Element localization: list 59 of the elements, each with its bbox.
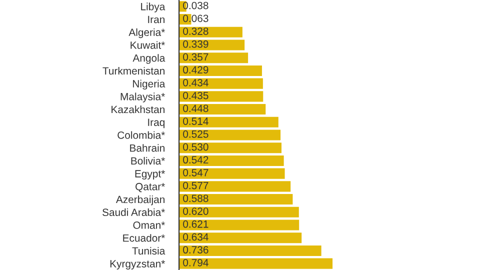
bar bbox=[179, 40, 245, 50]
y-tick-label: Algeria* bbox=[128, 28, 165, 38]
data-label: 0.339 bbox=[183, 40, 208, 48]
data-label: 0.357 bbox=[183, 53, 208, 61]
y-tick-label: Azerbaijan bbox=[116, 196, 164, 206]
y-tick-label: Ecuador* bbox=[123, 234, 165, 242]
bar bbox=[179, 130, 281, 140]
data-label: 0.435 bbox=[183, 92, 208, 100]
data-label: 0.434 bbox=[183, 78, 208, 86]
bar bbox=[179, 142, 282, 154]
y-tick-label: Tunisia bbox=[132, 246, 166, 255]
bar bbox=[179, 181, 291, 192]
y-tick-label: Bahrain bbox=[130, 144, 164, 152]
bar bbox=[179, 258, 333, 269]
y-tick-label: Angola bbox=[132, 54, 166, 64]
data-label: 0.328 bbox=[183, 28, 208, 35]
bar bbox=[179, 78, 263, 89]
data-label: 0.577 bbox=[183, 182, 208, 190]
bar bbox=[179, 65, 262, 76]
y-tick-label: Kyrgyzstan* bbox=[110, 260, 165, 270]
bar bbox=[179, 52, 248, 64]
data-label: 0.542 bbox=[183, 156, 208, 164]
y-tick-label: Libya bbox=[141, 2, 166, 12]
bar bbox=[179, 168, 285, 179]
y-tick-label: Nigeria bbox=[133, 80, 166, 90]
data-label: 0.525 bbox=[183, 130, 208, 138]
data-label: 0.547 bbox=[183, 168, 208, 176]
bar bbox=[179, 194, 293, 205]
data-label: 0.794 bbox=[183, 258, 208, 266]
y-tick-label: Colombia* bbox=[118, 131, 165, 139]
y-tick-label: Oman* bbox=[133, 222, 165, 229]
bar bbox=[179, 220, 300, 230]
data-label: 0.620 bbox=[183, 208, 208, 215]
bar bbox=[179, 232, 302, 244]
y-tick-label: Egypt* bbox=[135, 170, 165, 180]
data-label: 0.530 bbox=[183, 143, 208, 151]
data-label: 0.514 bbox=[183, 118, 208, 125]
y-tick-label: Kuwait* bbox=[130, 41, 165, 49]
y-tick-label: Bolivia* bbox=[131, 156, 165, 165]
y-tick-label: Kazakhstan bbox=[112, 106, 164, 114]
data-label: 0.736 bbox=[183, 246, 208, 254]
y-tick-label: Turkmenistan bbox=[102, 66, 164, 75]
y-tick-label: Qatar* bbox=[136, 182, 165, 192]
bar bbox=[179, 245, 322, 256]
data-label: 0.621 bbox=[183, 220, 208, 228]
data-label: 0.429 bbox=[183, 66, 208, 74]
y-tick-label: Saudi Arabia* bbox=[102, 208, 165, 216]
bar bbox=[179, 91, 264, 102]
data-label: 0.634 bbox=[183, 233, 208, 241]
bar bbox=[179, 104, 266, 115]
y-tick-label: Iran bbox=[148, 16, 164, 24]
data-label: 0.588 bbox=[183, 194, 208, 202]
bar bbox=[179, 206, 299, 218]
y-tick-label: Malaysia* bbox=[120, 92, 165, 102]
data-label: 0.448 bbox=[183, 104, 208, 112]
bar bbox=[179, 26, 242, 38]
y-tick-label: Iraq bbox=[148, 118, 164, 128]
bar bbox=[179, 116, 278, 128]
bar bbox=[179, 155, 284, 166]
